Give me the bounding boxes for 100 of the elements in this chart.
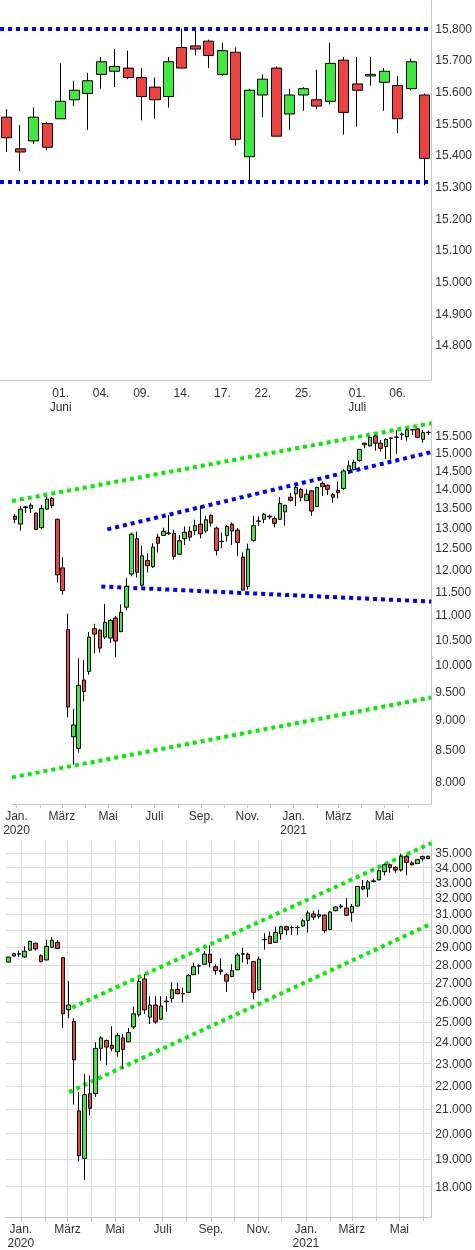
y-tick-label: 13.000 [435,520,473,535]
x-tick-label: 09. [133,386,150,400]
candlestick [96,56,107,90]
y-tick-label: 29.000 [435,940,473,955]
y-tick-label: 30.000 [435,923,473,938]
x-tick-label: Jan. 2021 [280,809,308,837]
candlestick [298,86,309,112]
y-tick-label: 14.500 [435,463,473,478]
x-tick-label: 01. Juni [49,386,72,414]
y-tick-label: 15.200 [435,211,473,226]
y-tick-label: 13.500 [435,500,473,515]
y-tick-label: 25.000 [435,1014,473,1029]
candlestick [419,92,430,186]
candlestick [123,50,134,80]
candlestick [1,108,12,153]
y-tick-label: 23.000 [435,1056,473,1071]
x-tick-label: 04. [92,386,110,400]
x-tick-label: Juli [153,1222,172,1236]
y-tick-label: 27.000 [435,976,473,991]
x-tick-label: Mai [374,809,395,823]
candlestick [392,75,403,134]
y-tick-label: 12.500 [435,541,473,556]
y-tick-label: 14.800 [435,338,473,353]
candlestick [352,56,363,128]
y-tick-label: 15.300 [435,179,473,194]
x-tick-label: Mai [105,1222,125,1236]
y-tick-label: 15.500 [435,116,473,131]
x-tick-label: Jan. 2020 [3,809,31,837]
candlestick [325,42,336,105]
x-tick-label: 17. [214,386,231,400]
candlestick [203,39,214,69]
x-tick-label: März [324,809,352,823]
candlestick [164,995,169,1013]
y-tick-label: 12.000 [435,562,473,577]
y-tick-label: 20.000 [435,1126,473,1141]
y-tick-label: 15.000 [435,274,473,289]
y-tick-label: 10.500 [435,632,473,647]
x-tick-label: Sep. [198,1222,224,1236]
y-tick-label: 18.000 [435,1179,473,1194]
candlestick [82,72,93,131]
y-tick-label: 32.000 [435,890,473,905]
x-tick-label: Jan. 2021 [292,1222,320,1250]
x-tick-label: Mai [98,809,118,823]
x-tick-label: 06. [389,386,406,400]
candlestick [109,48,120,88]
candlestick [336,481,340,499]
y-tick-label: 10.000 [435,658,473,673]
y-tick-label: 15.700 [435,53,473,68]
y-tick-label: 15.400 [435,148,473,163]
candlestick [256,516,261,527]
candlestick [149,77,161,120]
y-tick-label: 9.500 [435,684,466,699]
y-tick-label: 33.000 [435,875,473,890]
y-tick-label: 15.600 [435,84,473,99]
candlestick [156,533,160,553]
y-tick-label: 15.000 [435,445,473,460]
x-tick-label: 01. Juli [348,386,367,414]
x-tick-label: 25. [294,386,312,400]
y-tick-label: 35.000 [435,846,473,861]
x-tick-label: 14. [173,386,191,400]
y-tick-label: 28.000 [435,957,473,972]
y-tick-label: 19.000 [435,1152,473,1167]
y-tick-label: 34.000 [435,860,473,875]
y-tick-label: 24.000 [435,1035,473,1050]
y-tick-label: 11.000 [435,608,472,623]
candlestick [288,492,293,502]
candlestick [190,29,201,56]
y-tick-label: 15.500 [435,428,473,443]
candlestick [217,42,228,77]
y-tick-label: 15.800 [435,21,473,36]
y-tick-label: 21.000 [435,1102,473,1117]
y-tick-label: 11.500 [435,584,472,599]
candlestick [72,1017,76,1105]
candlestick [163,56,174,109]
candlestick [365,56,376,86]
y-tick-label: 14.900 [435,306,473,321]
y-tick-label: 22.000 [435,1078,473,1093]
candlestick [406,58,417,91]
y-tick-label: 26.000 [435,995,473,1010]
candlestick [55,62,66,120]
candlestick [244,88,255,185]
candlestick [257,73,268,118]
x-tick-label: 22. [254,386,272,400]
y-tick-label: 8.000 [435,774,466,789]
x-tick-label: Nov. [235,809,260,823]
candlestick [311,69,322,110]
candlestick [28,107,39,145]
y-tick-label: 9.000 [435,713,466,728]
candlestick [136,67,147,121]
y-tick-label: 15.100 [435,243,473,258]
x-tick-label: Sep. [188,809,214,823]
candlestick [284,88,295,131]
x-tick-label: März [338,1222,366,1236]
candlestick [42,121,53,151]
candlestick [230,47,241,147]
x-tick-label: März [54,1222,81,1236]
x-tick-label: März [48,809,76,823]
candlestick [357,448,362,463]
candlestick [379,67,390,112]
candlestick [331,492,335,504]
